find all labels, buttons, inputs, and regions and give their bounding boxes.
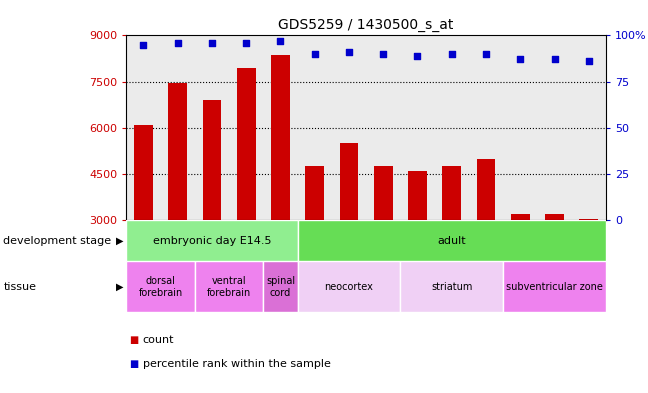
- Point: [584, 58, 594, 64]
- Bar: [366, 35, 400, 220]
- Bar: [237, 68, 256, 312]
- Point: [481, 51, 491, 57]
- Bar: [195, 35, 229, 220]
- Bar: [297, 35, 332, 220]
- Point: [207, 40, 217, 46]
- Text: tissue: tissue: [3, 282, 36, 292]
- Bar: [126, 35, 161, 220]
- Title: GDS5259 / 1430500_s_at: GDS5259 / 1430500_s_at: [279, 18, 454, 31]
- Bar: [161, 35, 195, 220]
- Bar: [134, 125, 153, 312]
- Point: [344, 49, 354, 55]
- Text: ▶: ▶: [116, 282, 124, 292]
- Text: ■: ■: [130, 358, 139, 369]
- Text: striatum: striatum: [431, 282, 472, 292]
- Point: [172, 40, 183, 46]
- Bar: [340, 143, 358, 312]
- Bar: [537, 35, 572, 220]
- Bar: [443, 166, 461, 312]
- Point: [138, 41, 148, 48]
- Bar: [229, 35, 263, 220]
- Point: [550, 56, 560, 62]
- Point: [241, 40, 251, 46]
- Bar: [511, 214, 529, 312]
- Point: [446, 51, 457, 57]
- Text: percentile rank within the sample: percentile rank within the sample: [143, 358, 330, 369]
- Bar: [374, 166, 393, 312]
- Bar: [408, 171, 427, 312]
- Bar: [332, 35, 366, 220]
- Point: [310, 51, 320, 57]
- Point: [412, 53, 422, 59]
- Text: ▶: ▶: [116, 236, 124, 246]
- Bar: [263, 35, 297, 220]
- Bar: [271, 55, 290, 312]
- Text: adult: adult: [437, 236, 466, 246]
- Bar: [503, 35, 537, 220]
- Text: ventral
forebrain: ventral forebrain: [207, 276, 251, 298]
- Text: dorsal
forebrain: dorsal forebrain: [139, 276, 183, 298]
- Text: neocortex: neocortex: [325, 282, 373, 292]
- Bar: [126, 261, 195, 312]
- Text: embryonic day E14.5: embryonic day E14.5: [153, 236, 272, 246]
- Bar: [168, 83, 187, 312]
- Bar: [579, 219, 598, 312]
- Text: ■: ■: [130, 335, 139, 345]
- Bar: [195, 261, 263, 312]
- Point: [515, 56, 526, 62]
- Bar: [503, 261, 606, 312]
- Bar: [476, 158, 496, 312]
- Bar: [297, 220, 606, 261]
- Point: [275, 38, 286, 44]
- Bar: [305, 166, 324, 312]
- Text: development stage: development stage: [3, 236, 111, 246]
- Text: spinal
cord: spinal cord: [266, 276, 295, 298]
- Bar: [545, 214, 564, 312]
- Text: count: count: [143, 335, 174, 345]
- Bar: [203, 100, 222, 312]
- Point: [378, 51, 388, 57]
- Bar: [126, 220, 297, 261]
- Bar: [263, 261, 297, 312]
- Bar: [435, 35, 469, 220]
- Bar: [400, 35, 435, 220]
- Text: subventricular zone: subventricular zone: [506, 282, 603, 292]
- Bar: [297, 261, 400, 312]
- Bar: [469, 35, 503, 220]
- Bar: [572, 35, 606, 220]
- Bar: [400, 261, 503, 312]
